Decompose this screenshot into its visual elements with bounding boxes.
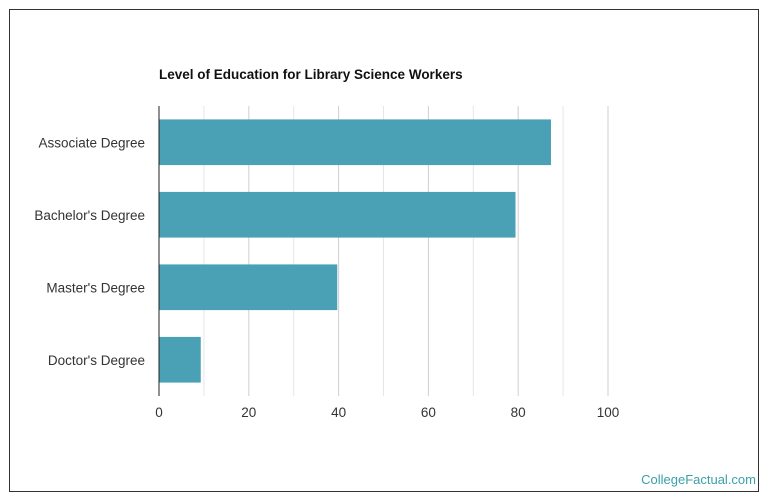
bars [159,119,551,383]
category-label: Doctor's Degree [48,353,145,368]
bar[interactable] [159,191,516,238]
bar[interactable] [159,336,201,383]
bar[interactable] [159,264,338,311]
category-label: Bachelor's Degree [34,208,145,223]
x-tick-label: 80 [511,405,526,420]
category-label: Master's Degree [46,280,145,295]
x-tick-label: 0 [155,405,163,420]
x-tick-label: 40 [331,405,346,420]
category-labels: Associate Degree Bachelor's Degree Master'… [34,135,145,368]
x-tick-labels: 0 20 40 60 80 100 [155,405,619,420]
bar[interactable] [159,119,551,166]
x-tick-label: 60 [421,405,436,420]
category-label: Associate Degree [38,135,145,150]
x-tick-label: 20 [241,405,256,420]
source-credit[interactable]: CollegeFactual.com [641,472,756,487]
x-tick-label: 100 [597,405,620,420]
chart-title: Level of Education for Library Science W… [159,67,463,82]
